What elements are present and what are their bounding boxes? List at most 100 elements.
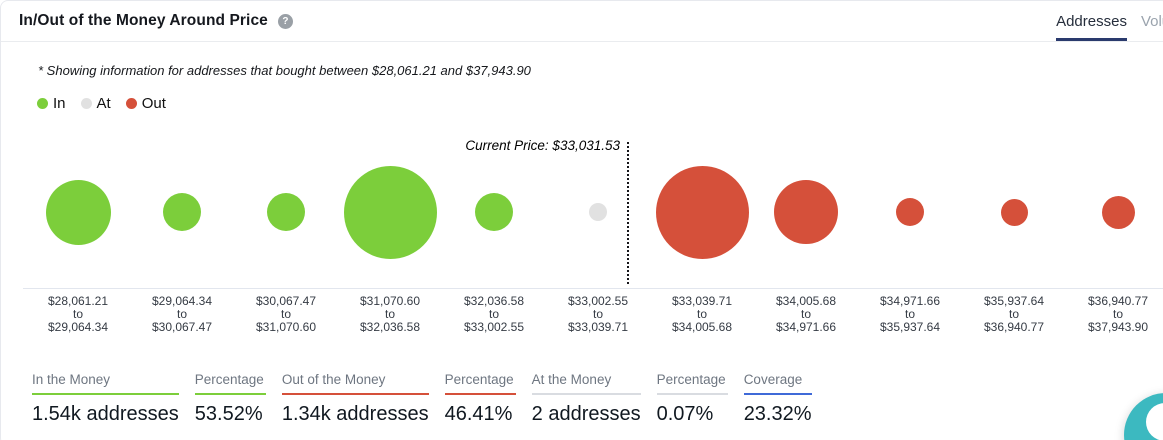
bubble-cell <box>774 136 838 288</box>
range-separator: to <box>176 307 187 321</box>
price-bucket-column: $29,064.34 to $30,067.47 <box>130 136 234 334</box>
range-from: $32,036.58 <box>463 294 525 308</box>
price-range-label: $33,002.55 to $33,039.71 <box>568 295 628 334</box>
range-note: * Showing information for addresses that… <box>38 63 531 78</box>
stat-value: 0.07% <box>656 403 714 425</box>
price-range-label: $29,064.34 to $30,067.47 <box>152 295 212 334</box>
range-from: $33,002.55 <box>567 294 629 308</box>
legend-item-at[interactable]: At <box>80 95 111 112</box>
stat-label: Out of the Money <box>281 372 429 395</box>
price-range-label: $30,067.47 to $31,070.60 <box>256 295 316 334</box>
bubble[interactable] <box>655 165 749 259</box>
stat-label: Percentage <box>444 372 516 395</box>
price-bucket-column: $34,971.66 to $35,937.64 <box>858 136 962 334</box>
price-bucket-column: $28,061.21 to $29,064.34 <box>26 136 130 334</box>
bubble[interactable] <box>45 179 111 245</box>
bubble-cell <box>655 136 749 288</box>
range-to: $34,005.68 <box>671 320 733 334</box>
price-bucket-column: $36,940.77 to $37,943.90 <box>1066 136 1163 334</box>
range-separator: to <box>696 307 707 321</box>
legend-label: In <box>53 95 66 112</box>
bubble-columns: $28,061.21 to $29,064.34 $29,064.34 to $… <box>26 136 1163 334</box>
range-separator: to <box>1112 307 1123 321</box>
range-to: $31,070.60 <box>255 320 317 334</box>
range-separator: to <box>592 307 603 321</box>
price-range-label: $28,061.21 to $29,064.34 <box>48 295 108 334</box>
price-bucket-column: $30,067.47 to $31,070.60 <box>234 136 338 334</box>
in-dot-icon <box>37 98 48 109</box>
range-to: $33,039.71 <box>567 320 629 334</box>
range-to: $36,940.77 <box>983 320 1045 334</box>
price-range-label: $34,005.68 to $34,971.66 <box>776 295 836 334</box>
stat-value: 1.34k addresses <box>281 403 429 425</box>
stat-label: Percentage <box>194 372 266 395</box>
range-from: $29,064.34 <box>151 294 213 308</box>
legend-label: At <box>96 95 111 112</box>
range-from: $36,940.77 <box>1087 294 1149 308</box>
price-bucket-column: $33,039.71 to $34,005.68 <box>650 136 754 334</box>
range-separator: to <box>1008 307 1019 321</box>
range-separator: to <box>904 307 915 321</box>
range-separator: to <box>384 307 395 321</box>
range-from: $28,061.21 <box>47 294 109 308</box>
price-bucket-column: $33,002.55 to $33,039.71 <box>546 136 650 334</box>
at-dot-icon <box>80 98 92 109</box>
bubble[interactable] <box>774 180 838 244</box>
bubble[interactable] <box>589 203 607 221</box>
stats-row: In the Money 1.54k addresses Percentage … <box>32 372 1163 426</box>
range-from: $34,005.68 <box>775 294 837 308</box>
stat-value: 2 addresses <box>531 403 641 425</box>
page-title: In/Out of the Money Around Price <box>19 12 268 29</box>
range-separator: to <box>800 307 811 321</box>
range-from: $33,039.71 <box>671 294 733 308</box>
tab-bar: Addresses Volume <box>1056 1 1163 41</box>
card-header: In/Out of the Money Around Price ? Addre… <box>1 1 1163 42</box>
stat-label: Coverage <box>743 372 812 395</box>
legend-label: Out <box>141 95 166 112</box>
stat-column: In the Money 1.54k addresses <box>32 372 179 426</box>
bubble[interactable] <box>1000 198 1028 226</box>
stat-value: 46.41% <box>444 403 513 425</box>
range-separator: to <box>72 307 83 321</box>
legend-item-in[interactable]: In <box>37 95 66 112</box>
price-range-label: $34,971.66 to $35,937.64 <box>880 295 940 334</box>
price-bucket-column: $34,005.68 to $34,971.66 <box>754 136 858 334</box>
bubble-cell <box>45 136 111 288</box>
help-icon[interactable]: ? <box>277 13 293 29</box>
legend-item-out[interactable]: Out <box>125 95 166 112</box>
bubble[interactable] <box>1101 195 1135 229</box>
price-bucket-column: $31,070.60 to $32,036.58 <box>338 136 442 334</box>
stat-column: At the Money 2 addresses <box>531 372 641 426</box>
stat-label: Percentage <box>656 372 728 395</box>
stat-value: 53.52% <box>194 403 263 425</box>
bubble[interactable] <box>475 193 513 231</box>
chat-icon <box>1146 403 1163 440</box>
stat-column: Coverage 23.32% <box>743 372 812 426</box>
range-to: $34,971.66 <box>775 320 837 334</box>
chat-widget-button[interactable] <box>1124 393 1163 440</box>
bubble[interactable] <box>163 193 201 231</box>
stat-label: In the Money <box>32 372 179 395</box>
tab-addresses[interactable]: Addresses <box>1056 1 1127 41</box>
price-bucket-column: $35,937.64 to $36,940.77 <box>962 136 1066 334</box>
bubble[interactable] <box>267 193 305 231</box>
price-range-label: $32,036.58 to $33,002.55 <box>464 295 524 334</box>
out-dot-icon <box>125 98 137 109</box>
range-to: $33,002.55 <box>463 320 525 334</box>
price-range-label: $31,070.60 to $32,036.58 <box>360 295 420 334</box>
bubble-cell <box>343 136 437 288</box>
legend: In At Out <box>37 95 1163 112</box>
bubble[interactable] <box>343 165 437 259</box>
stat-value: 1.54k addresses <box>32 403 179 425</box>
range-to: $32,036.58 <box>359 320 421 334</box>
bubble-cell <box>475 136 513 288</box>
bubble[interactable] <box>896 198 924 226</box>
bubble-cell <box>896 136 924 288</box>
tab-volume[interactable]: Volume <box>1140 12 1163 30</box>
stat-column: Out of the Money 1.34k addresses <box>281 372 429 426</box>
range-separator: to <box>280 307 291 321</box>
stat-value: 23.32% <box>743 403 812 425</box>
range-to: $30,067.47 <box>151 320 213 334</box>
bubble-chart: Current Price: $33,031.53 $28,061.21 to … <box>23 136 1163 334</box>
